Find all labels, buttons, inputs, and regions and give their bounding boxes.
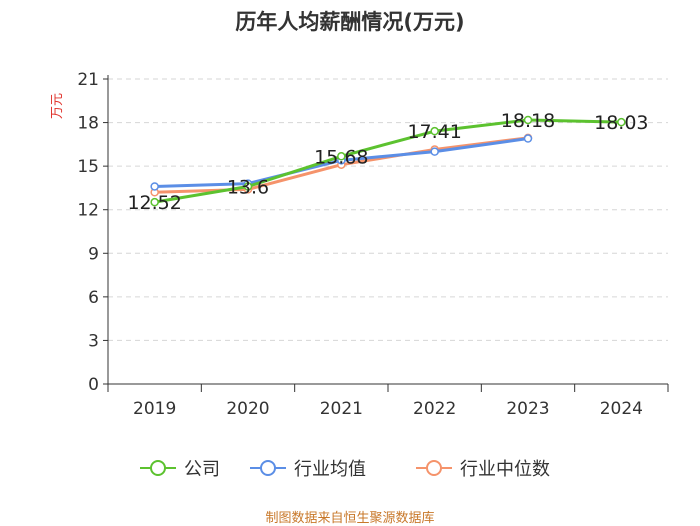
source-note: 制图数据来自恒生聚源数据库 <box>265 511 435 526</box>
chart-title: 历年人均薪酬情况(万元) <box>235 10 465 34</box>
series-line-0 <box>153 118 623 204</box>
legend-label-1: 行业均值 <box>294 459 366 480</box>
y-axis-label: 万元 <box>50 93 65 119</box>
legend-label-2: 行业中位数 <box>460 459 550 480</box>
data-label: 18.03 <box>594 112 648 134</box>
y-tick-label: 15 <box>77 157 99 177</box>
y-tick-label: 0 <box>88 375 99 395</box>
data-point-0 <box>430 126 439 136</box>
legend-marker-2 <box>426 460 442 476</box>
data-label: 12.52 <box>127 192 181 214</box>
data-point-0 <box>617 117 626 127</box>
x-tick-label: 2022 <box>413 399 456 419</box>
legend-label-0: 公司 <box>184 459 220 480</box>
x-tick-label: 2020 <box>226 399 269 419</box>
y-tick-label: 3 <box>88 331 99 351</box>
y-tick-label: 18 <box>77 114 99 134</box>
y-tick-label: 9 <box>88 244 99 264</box>
data-label: 15.68 <box>314 146 368 168</box>
y-tick-label: 12 <box>77 201 99 221</box>
data-point-0 <box>523 115 533 125</box>
x-tick-label: 2019 <box>133 399 176 419</box>
data-point-0 <box>243 182 253 191</box>
data-point-1 <box>523 134 533 143</box>
legend-marker-1 <box>260 460 276 476</box>
data-point-1 <box>150 182 159 191</box>
x-tick-label: 2023 <box>506 399 549 419</box>
data-point-1 <box>430 147 439 156</box>
data-point-0 <box>150 197 159 207</box>
data-point-0 <box>337 152 346 161</box>
data-label: 13.6 <box>227 176 269 198</box>
data-label: 17.41 <box>407 121 461 143</box>
y-tick-label: 21 <box>77 70 99 90</box>
x-tick-label: 2024 <box>600 399 643 419</box>
data-label: 18.18 <box>501 110 555 132</box>
x-tick-label: 2021 <box>320 399 363 419</box>
y-tick-label: 6 <box>88 288 99 308</box>
legend-marker-0 <box>150 460 166 476</box>
